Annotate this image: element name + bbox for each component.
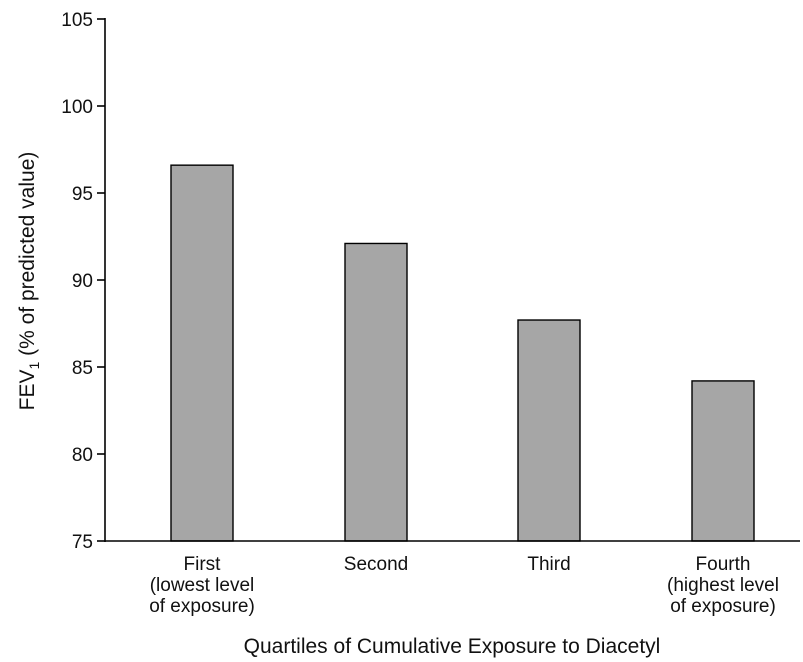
x-category-label-line: Second — [344, 554, 408, 575]
y-tick-label: 85 — [72, 358, 93, 379]
x-category-label-1: First (lowest level of exposure) — [149, 554, 255, 617]
y-ticks-layer: 75 80 85 90 95 100 105 — [61, 10, 105, 553]
bar-1 — [170, 164, 234, 542]
x-category-label-3: Third — [527, 554, 570, 575]
bars-layer — [170, 164, 755, 542]
y-tick-label: 75 — [72, 532, 93, 553]
x-category-label-4: Fourth (highest level of exposure) — [667, 554, 779, 617]
y-tick-label: 80 — [72, 445, 93, 466]
bar-4 — [691, 380, 755, 542]
x-category-label-line: of exposure) — [670, 596, 776, 617]
y-axis-title: FEV1 (% of predicted value) — [16, 152, 42, 411]
x-category-label-line: (lowest level — [150, 575, 255, 596]
x-category-label-2: Second — [344, 554, 408, 575]
x-category-label-line: of exposure) — [149, 596, 255, 617]
bar-3 — [517, 319, 581, 542]
y-axis-title-prefix: FEV — [16, 370, 39, 411]
y-tick-label: 95 — [72, 184, 93, 205]
bar-2 — [344, 242, 408, 542]
x-category-label-line: Third — [527, 554, 570, 575]
y-tick-label: 90 — [72, 271, 93, 292]
x-category-label-line: Fourth — [696, 554, 751, 575]
y-axis-title-suffix: (% of predicted value) — [16, 152, 39, 362]
x-category-labels: First (lowest level of exposure)Second Thir… — [149, 554, 779, 617]
y-tick-label: 105 — [61, 10, 93, 31]
x-category-label-line: (highest level — [667, 575, 779, 596]
x-axis-title: Quartiles of Cumulative Exposure to Diac… — [244, 635, 661, 658]
x-category-label-line: First — [184, 554, 222, 575]
y-axis-title-subscript: 1 — [26, 362, 42, 370]
y-tick-label: 100 — [61, 97, 93, 118]
